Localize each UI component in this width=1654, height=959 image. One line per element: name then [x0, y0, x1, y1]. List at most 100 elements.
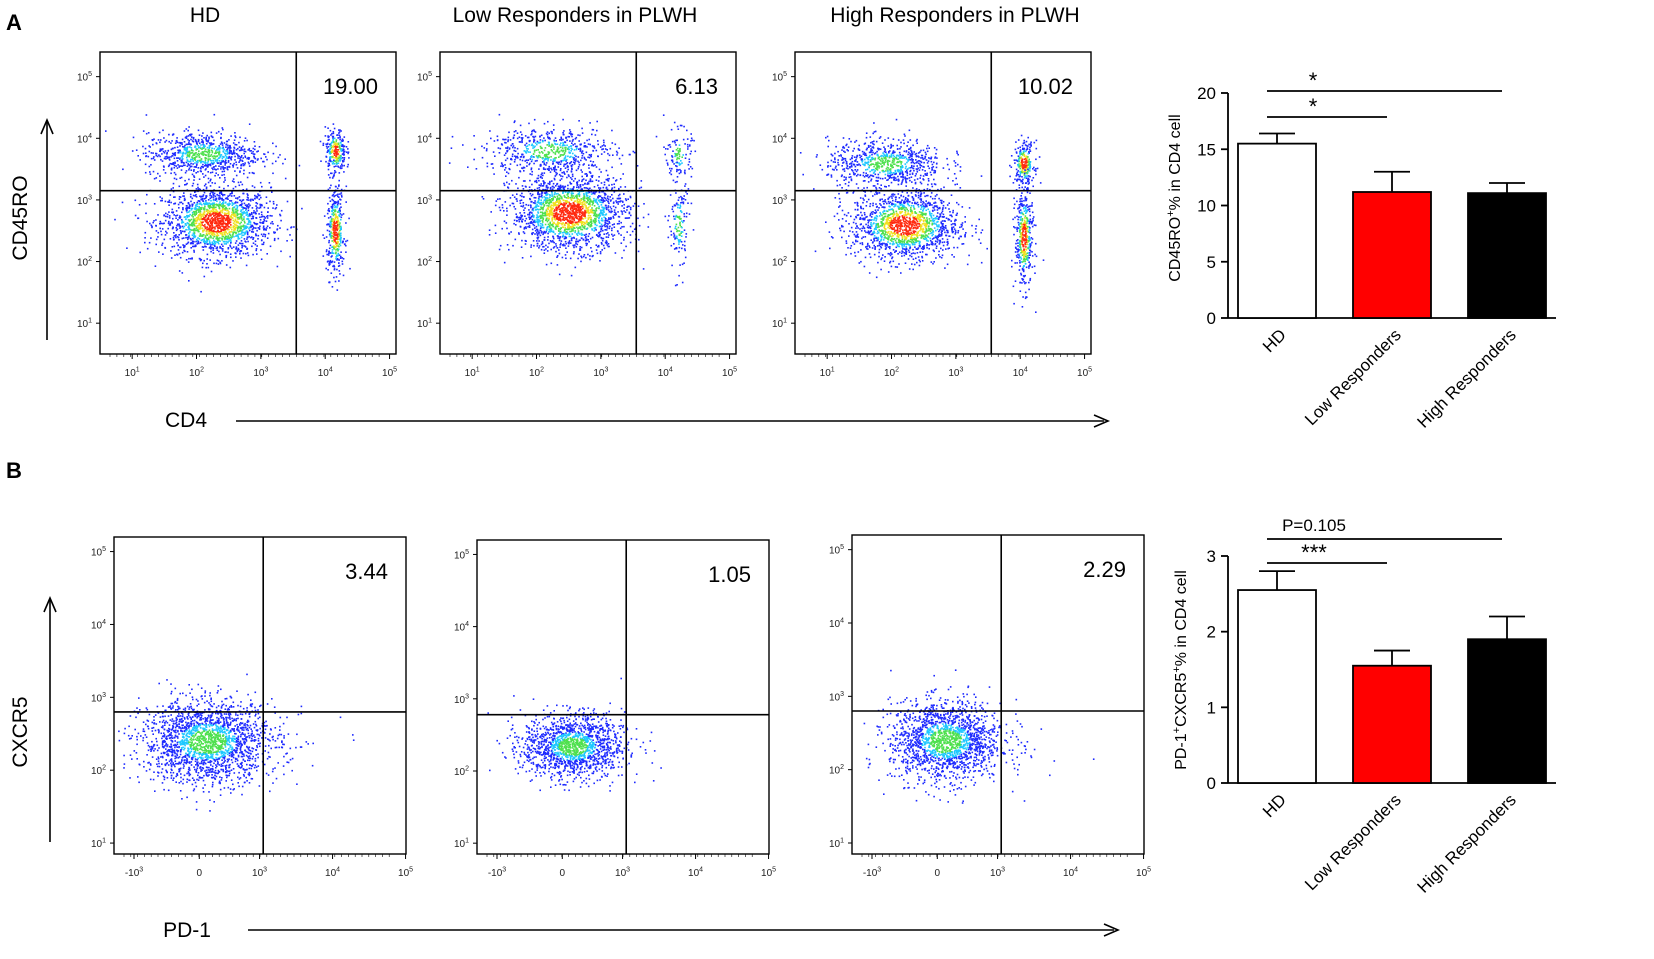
flow-event-dot [213, 202, 215, 204]
flow-event-dot [227, 235, 229, 238]
flow-event-dot [132, 136, 135, 139]
x-tick-label: 102 [189, 367, 204, 380]
flow-event-dot [170, 172, 172, 175]
flow-event-dot [607, 243, 610, 245]
flow-event-dot [607, 223, 609, 225]
flow-event-dot [580, 228, 582, 231]
flow-event-dot [226, 153, 228, 155]
flow-event-dot [567, 232, 569, 234]
flow-event-dot [501, 204, 504, 206]
flow-event-dot [279, 227, 281, 229]
flow-event-dot [250, 198, 252, 201]
flow-event-dot [537, 193, 539, 196]
flow-event-dot [188, 234, 190, 237]
flow-event-dot [176, 160, 179, 162]
flow-event-dot [208, 202, 211, 204]
flow-event-dot [149, 171, 151, 173]
flow-event-dot [155, 230, 158, 232]
flow-event-dot [231, 217, 233, 219]
flow-event-dot [207, 206, 210, 208]
flow-event-dot [233, 229, 235, 232]
flow-event-dot [172, 153, 175, 155]
flow-event-dot [331, 160, 334, 163]
x-tick-label: 105 [382, 367, 397, 380]
flow-event-dot [604, 229, 606, 231]
flow-event-dot [240, 200, 243, 203]
flow-event-dot [336, 241, 338, 243]
flow-event-dot [336, 227, 338, 229]
flow-event-dot [174, 146, 176, 149]
flow-event-dot [508, 233, 511, 235]
flow-event-dot [205, 136, 207, 139]
flow-event-dot [142, 145, 144, 148]
flow-event-dot [544, 223, 547, 226]
flow-event-dot [179, 215, 181, 217]
flow-event-dot [189, 164, 191, 166]
flow-event-dot [187, 135, 190, 137]
flow-event-dot [598, 222, 601, 224]
flow-event-dot [547, 182, 549, 185]
flow-event-dot [250, 150, 252, 152]
flow-event-dot [246, 139, 248, 142]
flow-event-dot [259, 225, 261, 228]
flow-event-dot [494, 204, 497, 207]
flow-event-dot [198, 211, 200, 213]
flow-event-dot [583, 197, 586, 199]
flow-event-dot [209, 206, 212, 208]
flow-event-dot [181, 230, 184, 233]
flow-event-dot [197, 240, 200, 243]
flow-event-dot [518, 232, 520, 234]
flow-event-dot [178, 198, 181, 200]
flow-event-dot [338, 154, 340, 157]
flow-event-dot [555, 217, 558, 219]
flow-event-dot [552, 182, 555, 185]
flow-event-dot [328, 252, 331, 254]
flow-event-dot [229, 203, 231, 205]
flow-event-dot [179, 227, 181, 229]
flow-event-dot [224, 222, 226, 225]
flow-event-dot [184, 184, 186, 186]
flow-event-dot [334, 170, 336, 172]
flow-event-dot [240, 163, 243, 166]
flow-event-dot [146, 220, 148, 223]
flow-event-dot [224, 238, 226, 241]
flow-event-dot [185, 207, 187, 210]
flow-event-dot [228, 237, 230, 240]
flow-event-dot [338, 214, 340, 216]
flow-event-dot [221, 231, 223, 234]
flow-event-dot [234, 159, 236, 161]
flow-event-dot [260, 249, 262, 251]
flow-event-dot [570, 206, 573, 209]
flow-event-dot [219, 201, 221, 203]
flow-event-dot [170, 156, 172, 158]
flow-event-dot [536, 216, 539, 218]
flow-event-dot [581, 223, 583, 225]
flow-event-dot [206, 226, 209, 229]
flow-event-dot [615, 200, 617, 202]
flow-event-dot [213, 204, 216, 206]
flow-event-dot [595, 199, 597, 202]
flow-event-dot [594, 221, 597, 224]
flow-event-dot [172, 226, 174, 229]
flow-event-dot [217, 130, 220, 133]
flow-event-dot [587, 207, 589, 209]
flow-event-dot [185, 137, 188, 139]
flow-event-dot [239, 199, 242, 202]
flow-event-dot [209, 180, 212, 182]
flow-event-dot [219, 261, 221, 264]
flow-event-dot [252, 150, 254, 153]
flow-event-dot [267, 211, 269, 213]
flow-event-dot [242, 164, 245, 167]
flow-event-dot [558, 173, 561, 176]
flow-event-dot [203, 218, 206, 221]
flow-event-dot [254, 145, 256, 147]
flow-event-dot [586, 183, 588, 185]
flow-event-dot [199, 227, 202, 230]
flow-event-dot [198, 146, 200, 149]
flow-event-dot [519, 212, 521, 214]
flow-event-dot [538, 240, 540, 242]
flow-event-dot [569, 176, 572, 179]
flow-event-dot [223, 156, 225, 158]
flow-event-dot [179, 196, 182, 198]
